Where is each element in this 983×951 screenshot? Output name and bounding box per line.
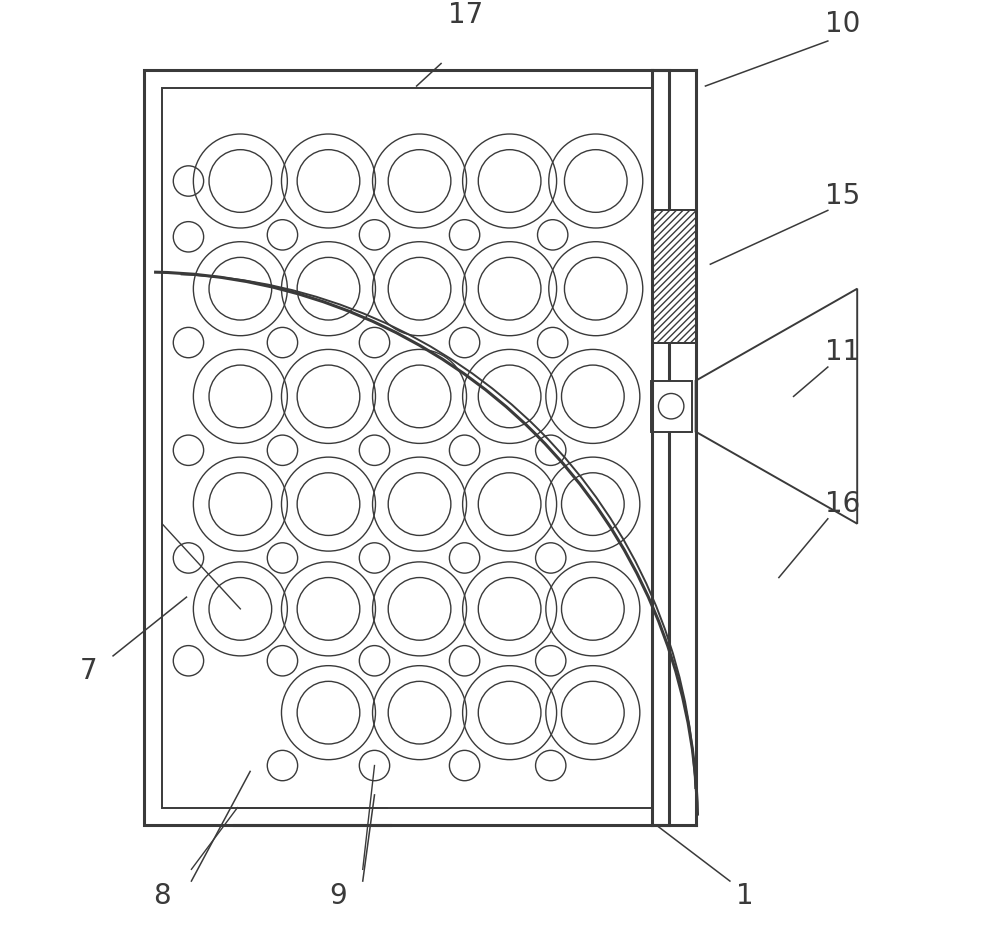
Text: 11: 11 (825, 339, 860, 366)
Text: 9: 9 (329, 882, 347, 910)
Bar (651, 380, 692, 432)
Text: 1: 1 (736, 882, 753, 910)
Text: 16: 16 (825, 490, 860, 518)
Text: 7: 7 (80, 656, 97, 685)
Polygon shape (696, 289, 857, 524)
Text: 8: 8 (153, 882, 171, 910)
Text: 10: 10 (825, 10, 860, 38)
Text: 17: 17 (448, 1, 484, 29)
Bar (162, 88, 652, 807)
Text: 15: 15 (825, 182, 860, 209)
Bar (145, 70, 669, 825)
Circle shape (659, 394, 684, 419)
Bar (652, 210, 696, 342)
